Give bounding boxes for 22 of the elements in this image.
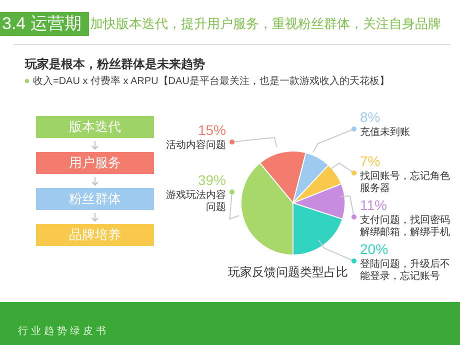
text: 品牌培养 bbox=[36, 224, 154, 246]
text: 版本迭代 bbox=[36, 116, 154, 138]
text: 收入=DAU x 付费率 x ARPU【DAU是平台最关注，也是一款游戏收入的天花板】 bbox=[32, 74, 390, 88]
data-label: 8% bbox=[360, 109, 380, 125]
text: 加快版本迭代，提升用户服务，重视粉丝群体，关注自身品牌 bbox=[90, 15, 441, 33]
text: 行业趋势绿皮书 bbox=[18, 324, 109, 338]
data-label: 20% bbox=[360, 241, 388, 257]
data-label: 7% bbox=[360, 153, 380, 169]
text: 粉丝群体 bbox=[36, 188, 154, 210]
text: 3.4 运营期 bbox=[0, 12, 90, 36]
text: 玩家反馈问题类型占比 bbox=[228, 264, 348, 281]
slice-label: 活动内容问题 bbox=[166, 139, 226, 151]
legend-label: 支付问题，找回密码解绑邮箱，解绑手机 bbox=[360, 214, 450, 238]
data-label: 39% bbox=[198, 172, 226, 188]
text: 玩家是根本，粉丝群体是未来趋势 bbox=[25, 56, 205, 73]
legend-label: 充值未到账 bbox=[360, 126, 410, 138]
legend-label: 登陆问题，升级后不能登录，忘记账号 bbox=[360, 258, 450, 282]
text: 用户服务 bbox=[36, 152, 154, 174]
slice-label: 游戏玩法内容问题 bbox=[166, 189, 226, 213]
data-label: 15% bbox=[198, 122, 226, 138]
legend-label: 找回账号，忘记角色服务器 bbox=[359, 170, 450, 194]
data-label: 11% bbox=[360, 197, 387, 213]
